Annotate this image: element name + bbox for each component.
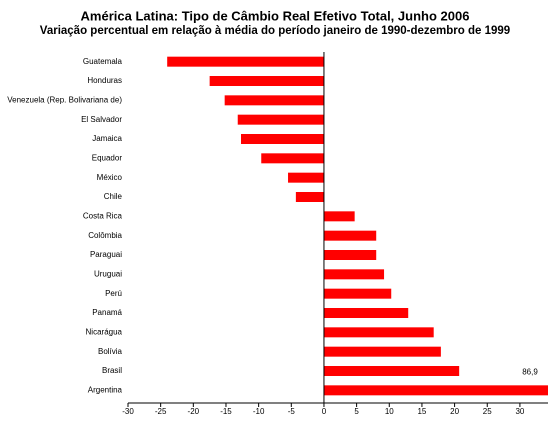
y-tick-label: Argentina <box>88 385 123 394</box>
chart-title: América Latina: Tipo de Câmbio Real Efet… <box>81 8 470 23</box>
x-tick-label: -15 <box>220 407 232 416</box>
x-tick-label: 20 <box>450 407 459 416</box>
y-tick-label: Chile <box>104 192 123 201</box>
bar <box>323 308 409 318</box>
y-tick-label: Uruguai <box>94 269 122 278</box>
chart-subtitle: Variação percentual em relação à média d… <box>40 25 510 37</box>
bar <box>323 230 377 241</box>
bar <box>241 134 324 144</box>
y-tick-label: Honduras <box>87 76 122 85</box>
y-tick-label: México <box>97 173 123 182</box>
bar <box>323 211 355 222</box>
bar <box>295 192 324 202</box>
y-tick-label: El Salvador <box>81 115 122 124</box>
x-tick-label: 25 <box>483 407 492 416</box>
x-tick-label: 10 <box>385 407 394 416</box>
x-tick-label: -20 <box>188 407 200 416</box>
bar <box>323 288 392 299</box>
x-tick-label: -10 <box>253 407 265 416</box>
x-tick-label: -30 <box>122 407 134 416</box>
value-label: 86,9 <box>522 367 538 376</box>
y-tick-label: Bolívia <box>98 347 123 356</box>
x-tick-label: 0 <box>322 407 327 416</box>
bar <box>323 385 548 396</box>
plot-area <box>167 56 548 396</box>
bar <box>261 153 324 164</box>
bar <box>209 76 324 86</box>
x-tick-label: -5 <box>288 407 296 416</box>
bar <box>323 366 460 376</box>
y-tick-label: Guatemala <box>83 57 123 66</box>
bar <box>167 56 324 67</box>
y-tick-label: Venezuela (Rep. Bolivariana de) <box>7 95 122 104</box>
y-tick-label: Jamaica <box>92 134 122 143</box>
bar <box>237 114 324 125</box>
y-tick-label: Equador <box>92 153 123 162</box>
x-tick-label: -25 <box>155 407 167 416</box>
bar <box>323 250 377 260</box>
bar <box>323 327 434 338</box>
x-tick-label: 5 <box>354 407 359 416</box>
bar <box>288 172 324 183</box>
y-tick-label: Nicarágua <box>86 327 123 336</box>
x-tick-label: 30 <box>515 407 524 416</box>
bar <box>323 346 441 357</box>
bar <box>323 269 385 280</box>
y-tick-label: Brasil <box>102 366 122 375</box>
x-tick-label: 15 <box>417 407 426 416</box>
y-tick-label: Perú <box>105 289 122 298</box>
bar <box>224 95 324 106</box>
y-tick-label: Costa Rica <box>83 211 123 220</box>
y-tick-label: Panamá <box>92 308 122 317</box>
y-tick-label: Paraguai <box>90 250 122 259</box>
y-tick-label: Colômbia <box>88 231 122 240</box>
